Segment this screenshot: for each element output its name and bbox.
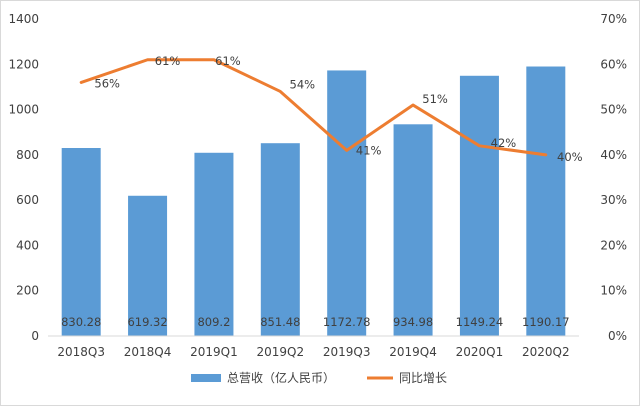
bar-2018Q3 <box>61 148 101 336</box>
growth-value-label-2018Q4: 61% <box>155 54 181 68</box>
right-tick-0%: 0% <box>608 329 627 343</box>
growth-value-label-2019Q1: 61% <box>215 54 241 68</box>
x-tick-2019Q2: 2019Q2 <box>257 345 305 359</box>
right-tick-30%: 30% <box>600 193 627 207</box>
bar-2019Q1 <box>194 152 234 336</box>
bar-value-label-2019Q3: 1172.78 <box>323 315 371 329</box>
bar-2019Q3 <box>327 70 367 336</box>
bar-2020Q2 <box>526 66 566 336</box>
x-tick-2019Q4: 2019Q4 <box>389 345 437 359</box>
bar-2019Q2 <box>260 143 300 336</box>
bar-value-label-2020Q2: 1190.17 <box>522 315 570 329</box>
growth-value-label-2020Q1: 42% <box>491 136 517 150</box>
growth-value-label-2019Q4: 51% <box>422 92 448 106</box>
bar-2019Q4 <box>393 124 433 336</box>
left-tick-800: 800 <box>16 148 39 162</box>
growth-value-label-2020Q2: 40% <box>557 150 583 164</box>
growth-value-label-2019Q2: 54% <box>290 77 316 91</box>
left-tick-1000: 1000 <box>8 103 39 117</box>
growth-value-label-2018Q3: 56% <box>94 76 120 90</box>
bar-2018Q4 <box>128 195 168 336</box>
right-tick-20%: 20% <box>600 238 627 252</box>
bar-value-label-2019Q1: 809.2 <box>197 315 230 329</box>
bar-value-label-2019Q4: 934.98 <box>393 315 433 329</box>
right-tick-50%: 50% <box>600 103 627 117</box>
legend: 总营收（亿人民币） 同比增长 <box>191 370 447 385</box>
x-tick-2020Q2: 2020Q2 <box>522 345 570 359</box>
line-layer <box>79 58 548 157</box>
bar-value-label-2019Q2: 851.48 <box>260 315 300 329</box>
legend-bar-label: 总营收（亿人民币） <box>227 370 335 385</box>
growth-value-label-2019Q3: 41% <box>356 143 382 157</box>
x-axis-ticks: 2018Q3 2018Q4 2019Q1 2019Q2 2019Q3 2019Q4 2020… <box>57 345 569 359</box>
legend-bar-swatch <box>191 374 221 382</box>
left-tick-200: 200 <box>16 284 39 298</box>
x-tick-2020Q1: 2020Q1 <box>456 345 504 359</box>
x-tick-2018Q3: 2018Q3 <box>57 345 105 359</box>
legend-line-label: 同比增长 <box>399 371 447 385</box>
x-tick-2019Q3: 2019Q3 <box>323 345 371 359</box>
bars-layer <box>61 66 566 336</box>
bar-value-label-2018Q3: 830.28 <box>61 315 101 329</box>
left-tick-400: 400 <box>16 238 39 252</box>
bar-value-label-2018Q4: 619.32 <box>127 315 167 329</box>
right-tick-10%: 10% <box>600 284 627 298</box>
left-axis-ticks: 0 200 400 600 800 1000 1200 1400 <box>8 12 39 343</box>
growth-line <box>79 58 548 157</box>
right-tick-60%: 60% <box>600 57 627 71</box>
right-tick-70%: 70% <box>600 12 627 26</box>
left-tick-1400: 1400 <box>8 12 39 26</box>
left-tick-600: 600 <box>16 193 39 207</box>
x-tick-2019Q1: 2019Q1 <box>190 345 238 359</box>
bar-value-label-2020Q1: 1149.24 <box>456 315 504 329</box>
labels-layer: 830.28 619.32 809.2 851.48 1172.78 934.98 1149… <box>61 54 583 329</box>
right-axis-ticks: 0% 10% 20% 30% 40% 50% 60% 70% <box>600 12 627 343</box>
bar-2020Q1 <box>459 75 499 336</box>
x-tick-2018Q4: 2018Q4 <box>124 345 172 359</box>
left-tick-1200: 1200 <box>8 57 39 71</box>
right-tick-40%: 40% <box>600 148 627 162</box>
left-tick-0: 0 <box>31 329 39 343</box>
